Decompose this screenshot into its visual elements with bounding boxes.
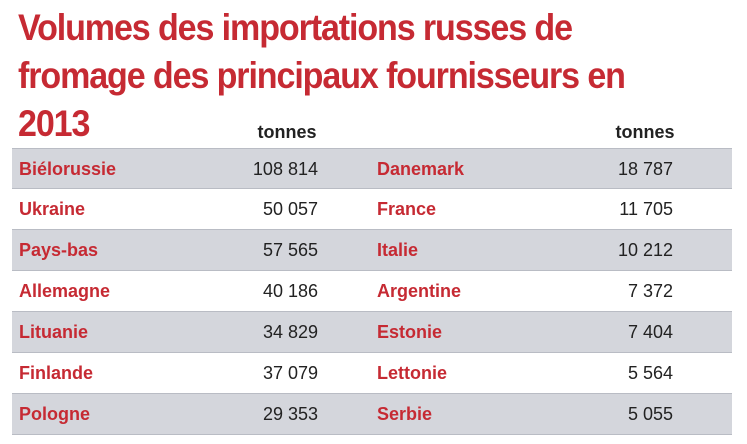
country-name: Argentine xyxy=(377,281,462,301)
country-name: Allemagne xyxy=(19,281,111,301)
import-volume: 29 353 xyxy=(262,404,318,424)
import-volume: 18 787 xyxy=(617,159,673,179)
import-volume: 10 212 xyxy=(617,240,673,260)
table-row: Ukraine 50 057 France 11 705 xyxy=(12,189,732,230)
table-row: Lituanie 34 829 Estonie 7 404 xyxy=(12,312,732,353)
table-row: Pologne 29 353 Serbie 5 055 xyxy=(12,394,732,435)
country-name: Ukraine xyxy=(19,199,86,219)
country-name: Danemark xyxy=(377,159,465,179)
import-volume: 50 057 xyxy=(262,199,318,219)
country-name: Estonie xyxy=(377,322,443,342)
table-row: Finlande 37 079 Lettonie 5 564 xyxy=(12,353,732,394)
table-row: Allemagne 40 186 Argentine 7 372 xyxy=(12,271,732,312)
country-name: Lituanie xyxy=(19,322,89,342)
table-rows: Biélorussie 108 814 Danemark 18 787 Ukra… xyxy=(12,148,732,435)
import-volume: 57 565 xyxy=(262,240,318,260)
table-row: Pays-bas 57 565 Italie 10 212 xyxy=(12,230,732,271)
page-title: Volumes des importations russes de froma… xyxy=(18,7,626,144)
import-volume: 37 079 xyxy=(262,363,318,383)
right-unit-header: tonnes xyxy=(615,122,675,142)
import-volume: 108 814 xyxy=(252,159,318,179)
import-volume: 5 564 xyxy=(627,363,673,383)
table-row: Biélorussie 108 814 Danemark 18 787 xyxy=(12,148,732,189)
import-table: tonnes tonnes Biélorussie 108 814 Danema… xyxy=(12,118,732,440)
country-name: Biélorussie xyxy=(19,159,117,179)
import-volume: 7 404 xyxy=(627,322,673,342)
country-name: Pays-bas xyxy=(19,240,99,260)
left-unit-header: tonnes xyxy=(257,122,317,142)
country-name: Serbie xyxy=(377,404,433,424)
country-name: France xyxy=(377,199,437,219)
country-name: Italie xyxy=(377,240,419,260)
import-volume: 7 372 xyxy=(627,281,673,301)
import-volume: 40 186 xyxy=(262,281,318,301)
country-name: Finlande xyxy=(19,363,94,383)
import-volume: 34 829 xyxy=(262,322,318,342)
country-name: Pologne xyxy=(19,404,90,424)
import-volume: 11 705 xyxy=(619,199,673,219)
country-name: Lettonie xyxy=(377,363,447,383)
import-volume: 5 055 xyxy=(627,404,673,424)
